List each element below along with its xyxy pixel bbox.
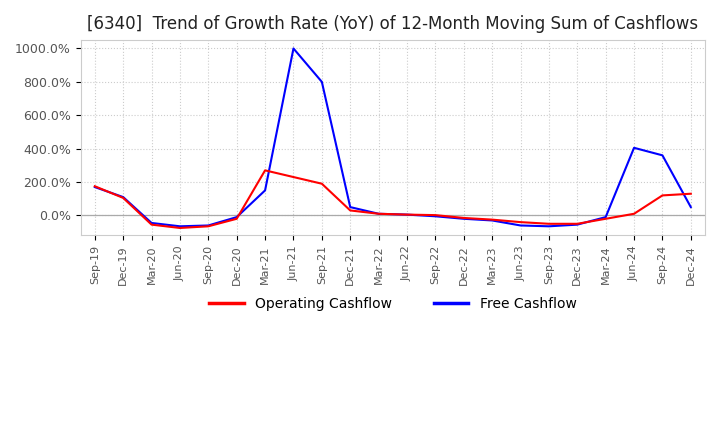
Operating Cashflow: [630, 211, 639, 216]
Free Cashflow: [630, 145, 639, 150]
Operating Cashflow: [261, 168, 269, 173]
Operating Cashflow: [488, 217, 497, 222]
Free Cashflow: [119, 194, 127, 200]
Free Cashflow: [431, 214, 440, 219]
Free Cashflow: [488, 218, 497, 223]
Legend: Operating Cashflow, Free Cashflow: Operating Cashflow, Free Cashflow: [204, 291, 582, 316]
Operating Cashflow: [686, 191, 695, 196]
Operating Cashflow: [233, 216, 241, 221]
Free Cashflow: [686, 205, 695, 210]
Free Cashflow: [233, 214, 241, 220]
Free Cashflow: [658, 153, 667, 158]
Operating Cashflow: [601, 216, 610, 221]
Free Cashflow: [459, 216, 468, 221]
Line: Operating Cashflow: Operating Cashflow: [95, 170, 690, 228]
Free Cashflow: [544, 224, 553, 229]
Operating Cashflow: [147, 222, 156, 227]
Free Cashflow: [147, 220, 156, 226]
Operating Cashflow: [91, 183, 99, 189]
Operating Cashflow: [374, 211, 383, 216]
Free Cashflow: [204, 223, 212, 228]
Operating Cashflow: [431, 213, 440, 218]
Operating Cashflow: [289, 174, 298, 180]
Operating Cashflow: [658, 193, 667, 198]
Free Cashflow: [601, 214, 610, 220]
Title: [6340]  Trend of Growth Rate (YoY) of 12-Month Moving Sum of Cashflows: [6340] Trend of Growth Rate (YoY) of 12-…: [87, 15, 698, 33]
Operating Cashflow: [176, 225, 184, 231]
Free Cashflow: [261, 188, 269, 193]
Line: Free Cashflow: Free Cashflow: [95, 48, 690, 226]
Operating Cashflow: [402, 212, 411, 217]
Free Cashflow: [402, 212, 411, 217]
Operating Cashflow: [459, 215, 468, 220]
Free Cashflow: [176, 224, 184, 229]
Operating Cashflow: [573, 221, 582, 227]
Free Cashflow: [573, 222, 582, 227]
Operating Cashflow: [119, 195, 127, 201]
Free Cashflow: [346, 205, 354, 210]
Free Cashflow: [91, 184, 99, 190]
Operating Cashflow: [346, 208, 354, 213]
Free Cashflow: [516, 223, 525, 228]
Operating Cashflow: [516, 220, 525, 225]
Operating Cashflow: [204, 224, 212, 229]
Free Cashflow: [374, 211, 383, 216]
Operating Cashflow: [318, 181, 326, 187]
Free Cashflow: [318, 79, 326, 84]
Free Cashflow: [289, 46, 298, 51]
Operating Cashflow: [544, 221, 553, 227]
